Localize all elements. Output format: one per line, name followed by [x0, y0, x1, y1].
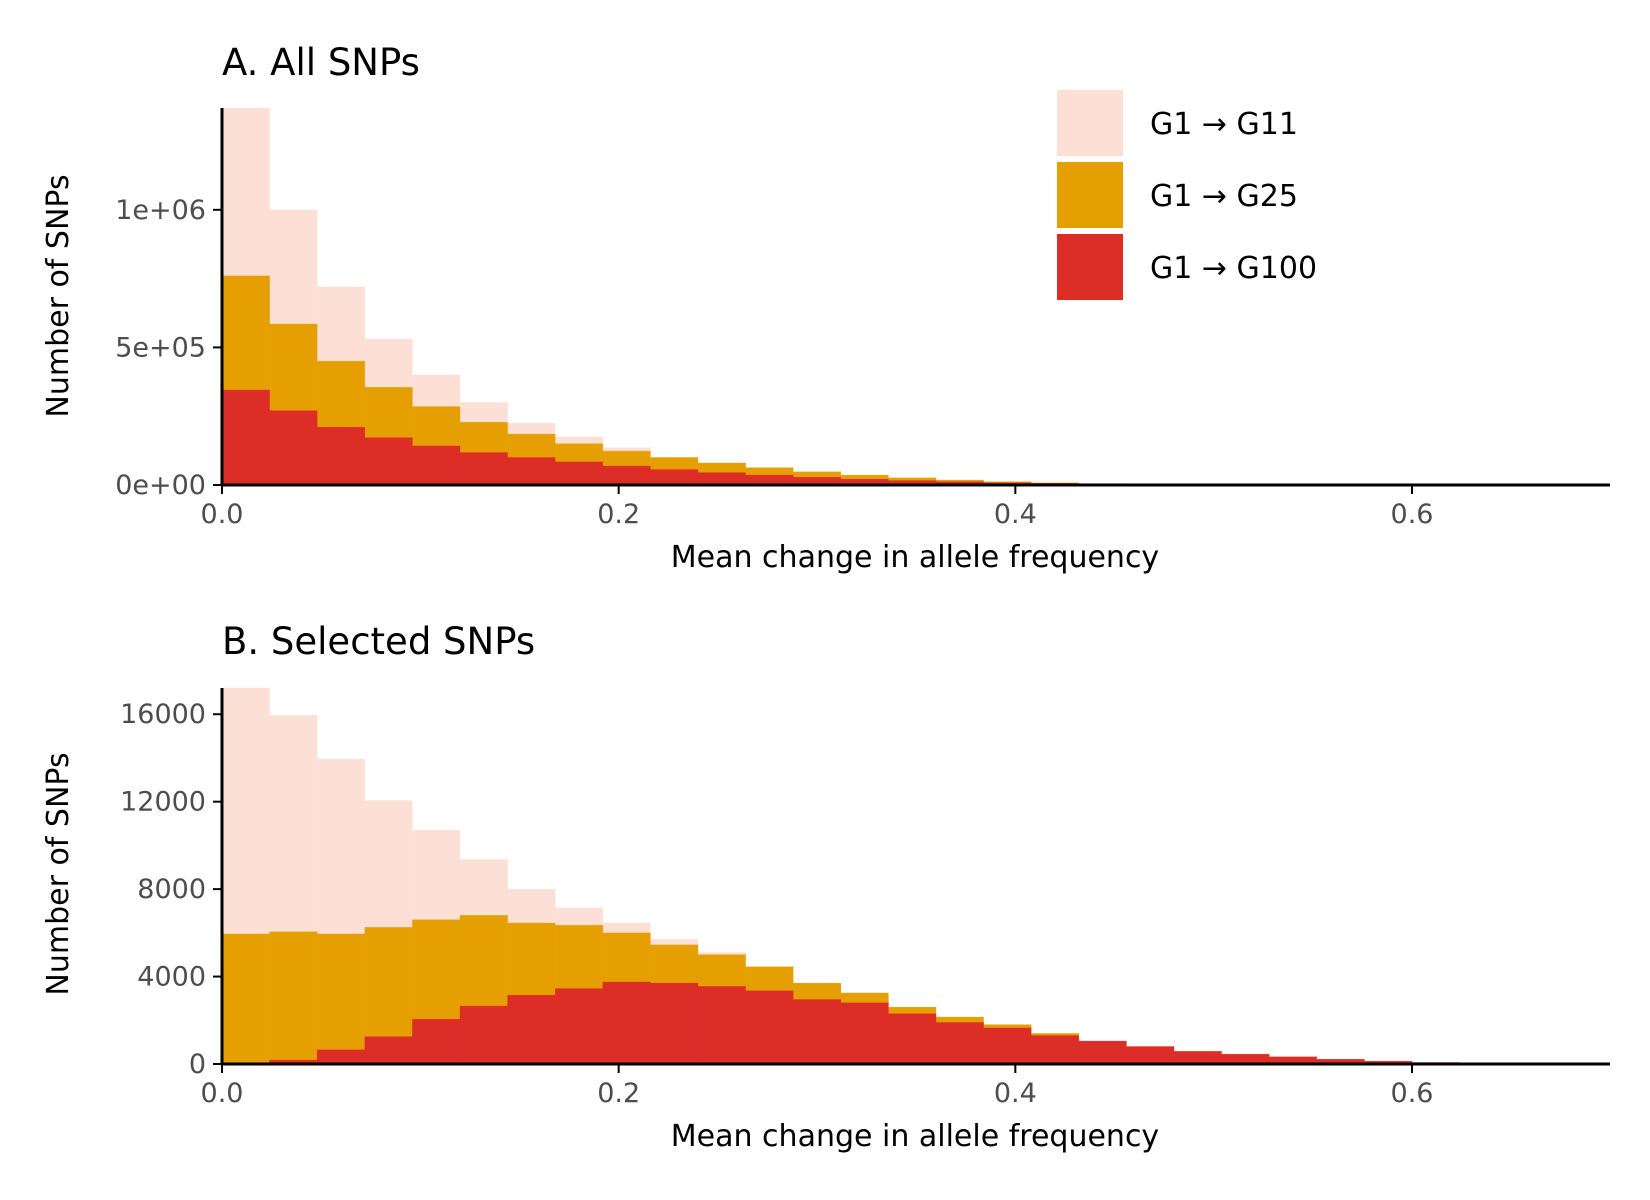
- panel-a-bar-g1-g100-9: [650, 469, 699, 486]
- panel-a-bars: [221, 107, 1460, 486]
- panel-b-bar-g1-g25-2: [316, 933, 366, 1065]
- panel-b-y-axis-title: Number of SNPs: [41, 752, 76, 995]
- panel-b-bar-g1-g100-11: [745, 990, 794, 1065]
- panel-b-title: B. Selected SNPs: [222, 620, 535, 663]
- panel-a-y-tick-label-0: 0e+00: [115, 470, 206, 501]
- panel-a-x-axis-title: Mean change in allele frequency: [671, 540, 1159, 575]
- panel-a-bar-g1-g100-7: [554, 461, 604, 486]
- panel-b-bar-g1-g100-5: [459, 1005, 508, 1065]
- panel-b-bar-g1-g100-10: [697, 986, 746, 1065]
- legend-swatch-g100: [1057, 234, 1123, 300]
- panel-b-bar-g1-g100-20: [1173, 1051, 1222, 1065]
- panel-b-bar-g1-g100-19: [1126, 1046, 1175, 1065]
- panel-b-bar-g1-g100-3: [364, 1036, 413, 1065]
- panel-a-axes: 0.0 0.2 0.4 0.6 0e+00 5e+05 1e+06: [115, 108, 1610, 530]
- panel-a-bar-g1-g100-3: [364, 437, 413, 486]
- panel-a-x-tick-label-3: 0.6: [1391, 499, 1434, 530]
- panel-b-bar-g1-g100-13: [840, 1002, 889, 1065]
- panel-b-bar-g1-g100-2: [316, 1049, 366, 1065]
- panel-b-x-tick-label-2: 0.4: [994, 1078, 1037, 1109]
- panel-a-bar-g1-g100-10: [697, 472, 746, 486]
- panel-a-bar-g1-g100-1: [269, 410, 318, 486]
- panel-b-bar-g1-g25-1: [269, 931, 318, 1065]
- panel-a-x-tick-label-2: 0.4: [994, 499, 1037, 530]
- panel-b-bar-g1-g100-9: [650, 982, 699, 1065]
- panel-b-bar-g1-g100-18: [1078, 1040, 1127, 1065]
- panel-a-x-tick-label-1: 0.2: [597, 499, 640, 530]
- panel-a-all-snps: A. All SNPs 0.0 0.2 0.4 0.60e+005e+051e+06 …: [41, 41, 1610, 575]
- panel-b-x-axis-title: Mean change in allele frequency: [671, 1119, 1159, 1154]
- panel-a-bar-g1-g100-5: [459, 452, 508, 486]
- panel-b-bars: [221, 687, 1508, 1065]
- panel-b-bar-g1-g25-0: [221, 933, 270, 1065]
- panel-a-bar-g1-g100-2: [316, 426, 366, 486]
- panel-b-y-tick-label-2: 8000: [137, 874, 206, 905]
- panel-b-bar-g1-g100-7: [554, 988, 604, 1065]
- legend: G1 → G11 G1 → G25 G1 → G100: [1057, 90, 1317, 300]
- panel-b-bar-g1-g100-15: [935, 1022, 984, 1065]
- panel-b-bar-g1-g100-8: [602, 981, 651, 1065]
- panel-a-bar-g1-g100-6: [507, 457, 556, 486]
- panel-a-bar-g1-g100-4: [412, 445, 461, 486]
- panel-a-x-tick-label-0: 0.0: [201, 499, 244, 530]
- panel-b-y-tick-label-4: 16000: [120, 699, 206, 730]
- panel-b-bar-g1-g100-6: [507, 994, 556, 1065]
- panel-a-bar-g1-g100-8: [602, 465, 651, 486]
- panel-b-axes: 0.0 0.2 0.4 0.6 0 4000 8000 12000 16000: [120, 688, 1610, 1109]
- legend-swatch-g25: [1057, 162, 1123, 228]
- panel-b-bar-g1-g100-14: [888, 1013, 937, 1065]
- panel-b-bar-g1-g100-4: [412, 1018, 461, 1065]
- panel-a-y-tick-label-2: 1e+06: [115, 195, 206, 226]
- panel-b-y-tick-label-0: 0: [189, 1049, 206, 1080]
- legend-label-g100: G1 → G100: [1150, 251, 1317, 286]
- panel-b-x-tick-label-0: 0.0: [201, 1078, 244, 1109]
- panel-b-y-tick-label-3: 12000: [120, 787, 206, 818]
- panel-a-bar-g1-g100-0: [221, 389, 270, 486]
- panel-b-bar-g1-g100-12: [792, 999, 842, 1065]
- panel-b-bar-g1-g100-16: [983, 1027, 1032, 1065]
- legend-swatch-g11: [1057, 90, 1123, 156]
- panel-b-selected-snps: B. Selected SNPs 0.0 0.2 0.4 0.6 0 4000 8000 12…: [41, 620, 1610, 1154]
- panel-a-title: A. All SNPs: [222, 41, 420, 84]
- panel-a-y-tick-label-1: 5e+05: [115, 332, 206, 363]
- panel-b-y-tick-label-1: 4000: [137, 962, 206, 993]
- legend-label-g25: G1 → G25: [1150, 179, 1298, 214]
- panel-b-bar-g1-g100-17: [1030, 1035, 1080, 1065]
- legend-label-g11: G1 → G11: [1150, 107, 1298, 142]
- panel-b-x-tick-label-1: 0.2: [597, 1078, 640, 1109]
- panel-a-y-axis-title: Number of SNPs: [41, 174, 76, 417]
- panel-b-x-tick-label-3: 0.6: [1391, 1078, 1434, 1109]
